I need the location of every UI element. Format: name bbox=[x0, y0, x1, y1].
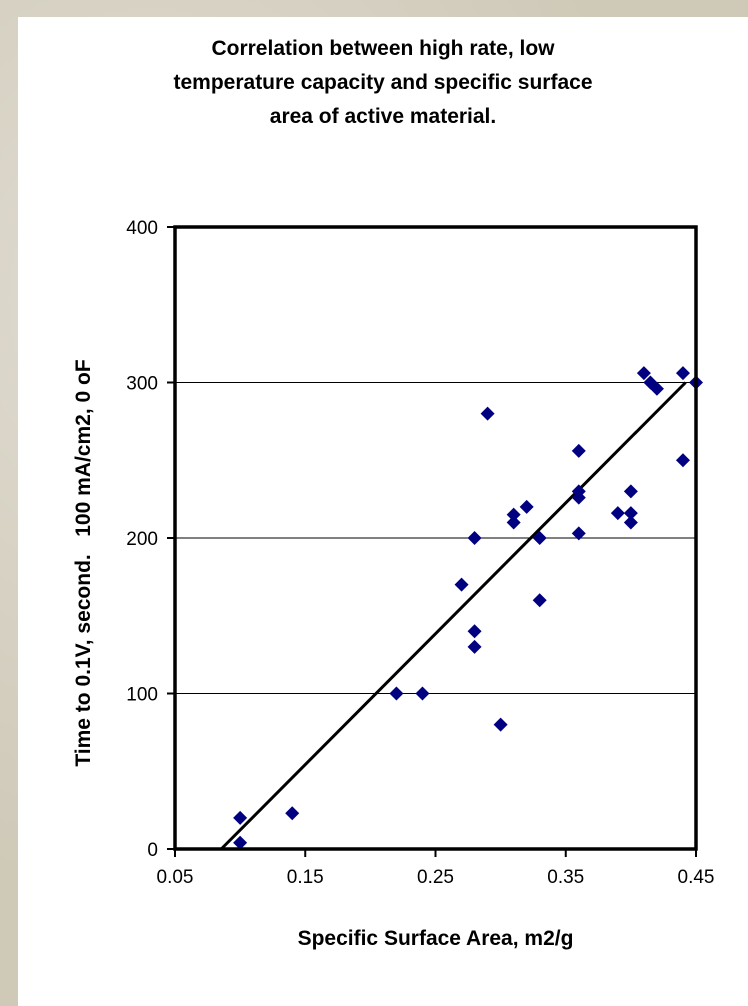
data-point-5 bbox=[454, 577, 469, 592]
x-tick-label-0: 0.05 bbox=[157, 867, 194, 888]
data-point-8 bbox=[467, 639, 482, 654]
x-tick-label-3: 0.35 bbox=[547, 867, 584, 888]
data-point-12 bbox=[506, 515, 521, 530]
data-points bbox=[233, 366, 703, 850]
chart-title: Correlation between high rate, low tempe… bbox=[18, 32, 748, 134]
x-tick-labels: 0.05 0.15 0.25 0.35 0.45 bbox=[157, 867, 715, 888]
x-tick-label-1: 0.15 bbox=[287, 867, 324, 888]
data-point-27 bbox=[675, 366, 690, 381]
data-point-22 bbox=[623, 506, 638, 521]
y-tick-label-0: 0 bbox=[147, 840, 158, 861]
y-tick-label-1: 100 bbox=[126, 685, 158, 706]
x-axis-title: Specific Surface Area, m2/g bbox=[298, 927, 574, 950]
data-point-11 bbox=[506, 507, 521, 522]
plot-area-border bbox=[173, 225, 698, 851]
data-point-19 bbox=[571, 526, 586, 541]
y-tick-label-4: 400 bbox=[126, 218, 158, 239]
y-tick-labels: 0 100 200 300 400 bbox=[126, 218, 158, 861]
data-point-23 bbox=[623, 515, 638, 530]
data-point-9 bbox=[480, 406, 495, 421]
data-point-18 bbox=[571, 490, 586, 505]
data-point-4 bbox=[415, 686, 430, 701]
data-point-20 bbox=[610, 506, 625, 521]
data-point-3 bbox=[389, 686, 404, 701]
data-point-24 bbox=[636, 366, 651, 381]
data-point-1 bbox=[233, 835, 248, 850]
trendline bbox=[220, 381, 687, 851]
grid-lines bbox=[175, 382, 696, 694]
data-point-7 bbox=[467, 624, 482, 639]
axis-ticks bbox=[167, 226, 697, 857]
data-point-13 bbox=[519, 499, 534, 514]
scatter-plot: 0 100 200 300 400 0.05 0.15 0.25 0.35 0.45 Speci… bbox=[72, 218, 715, 950]
x-tick-label-4: 0.45 bbox=[678, 867, 715, 888]
data-point-6 bbox=[467, 531, 482, 545]
data-point-0 bbox=[233, 810, 248, 825]
background-edge-top bbox=[18, 0, 748, 17]
data-point-28 bbox=[675, 453, 690, 468]
data-point-16 bbox=[571, 443, 586, 458]
data-point-14 bbox=[532, 531, 547, 545]
data-point-26 bbox=[649, 381, 664, 396]
chart-panel: Correlation between high rate, low tempe… bbox=[18, 17, 748, 1006]
chart-title-line-2: temperature capacity and specific surfac… bbox=[173, 71, 593, 94]
chart-title-line-3: area of active material. bbox=[269, 105, 497, 128]
y-tick-label-3: 300 bbox=[126, 374, 158, 395]
data-point-10 bbox=[493, 717, 508, 732]
data-point-21 bbox=[623, 484, 638, 499]
y-tick-label-2: 200 bbox=[126, 529, 158, 550]
background-edge-left bbox=[0, 0, 18, 1006]
data-point-15 bbox=[532, 593, 547, 608]
data-point-2 bbox=[285, 806, 300, 821]
chart-title-line-1: Correlation between high rate, low bbox=[211, 37, 555, 60]
x-tick-label-2: 0.25 bbox=[417, 867, 454, 888]
y-axis-title: Time to 0.1V, second. 100 mA/cm2, 0 oF bbox=[72, 359, 95, 767]
